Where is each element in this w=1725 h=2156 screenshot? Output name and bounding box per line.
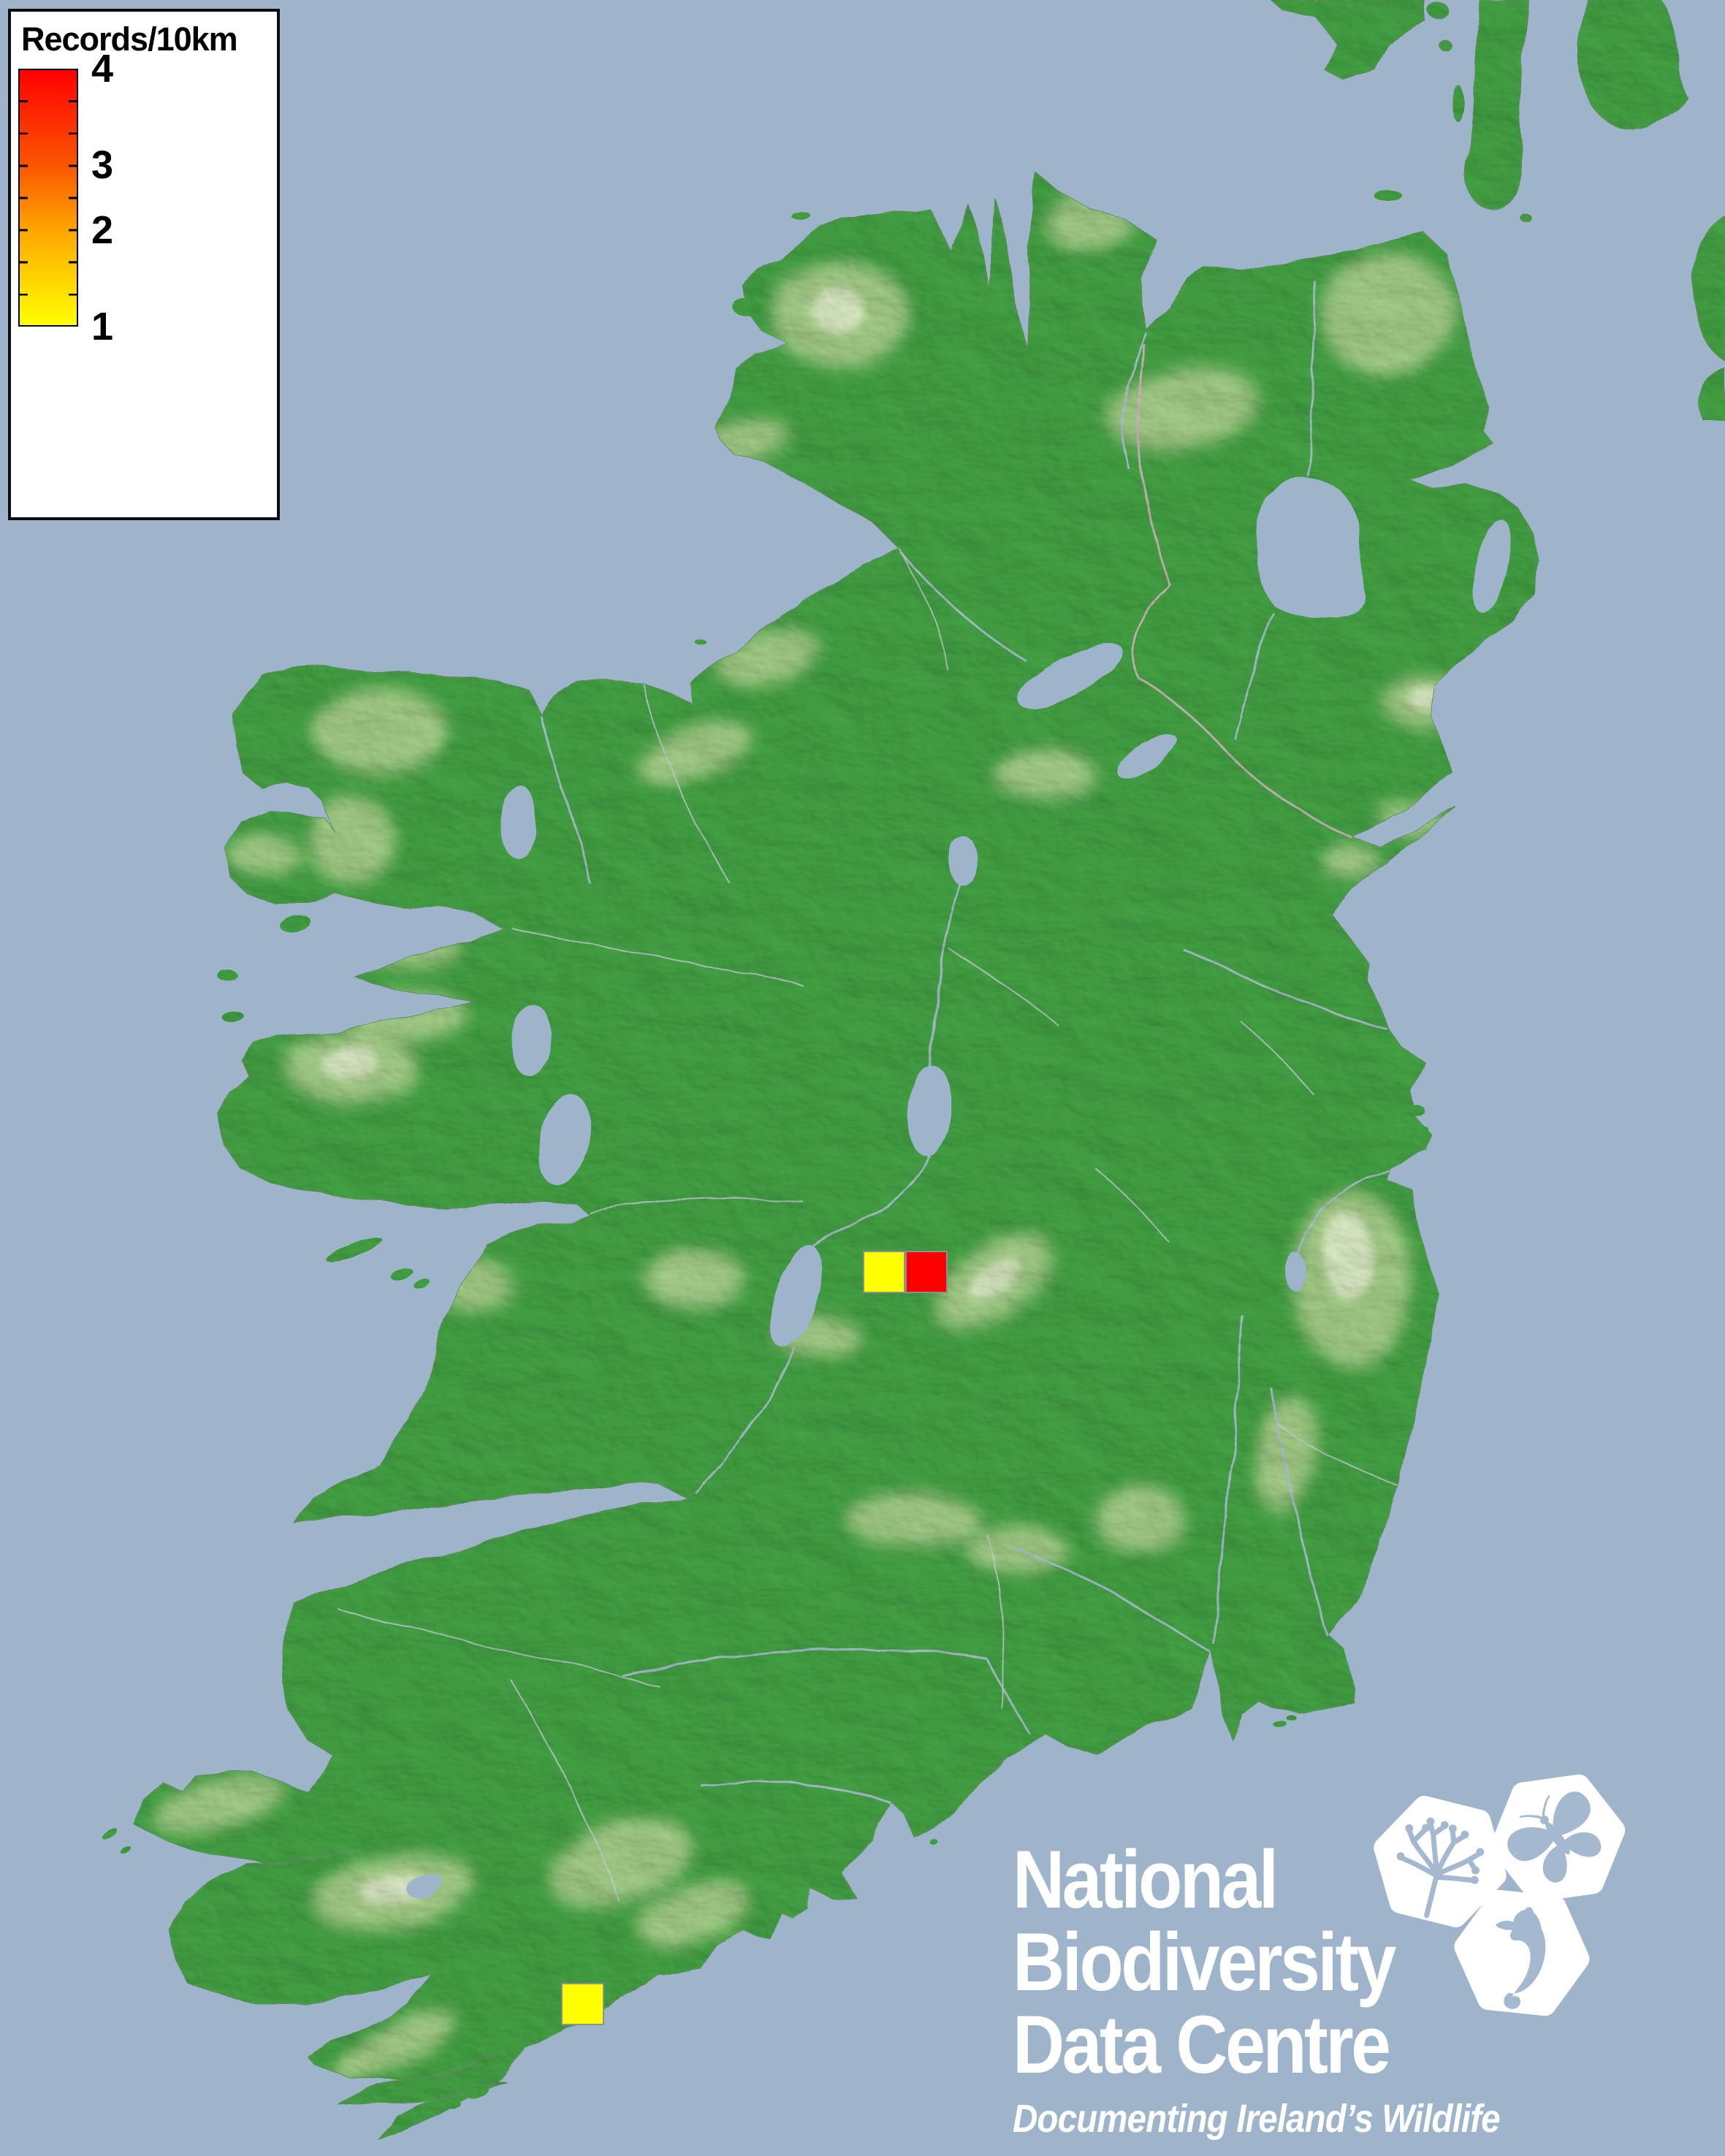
logo-line-data-centre: Data Centre xyxy=(1013,1999,1391,2090)
seahorse-hexagon xyxy=(1454,1889,1590,2016)
tree-icon xyxy=(1399,1820,1482,1919)
legend-label-3: 3 xyxy=(91,143,114,188)
legend-tick-marks-left xyxy=(20,70,28,325)
scotland-fragments xyxy=(1270,0,1725,421)
nbdc-logo-text: National Biodiversity Data Centre Docume… xyxy=(1013,1834,1501,2141)
seahorse-icon xyxy=(1495,1907,1546,2009)
tree-icon-buds xyxy=(1396,1817,1485,1884)
logo-line-biodiversity: Biodiversity xyxy=(1013,1916,1396,2008)
midlands-west-square[interactable] xyxy=(863,1251,905,1293)
legend-label-1: 1 xyxy=(91,305,114,348)
legend-label-4: 4 xyxy=(91,47,114,91)
midlands-east-square[interactable] xyxy=(905,1251,948,1293)
tree-hexagon xyxy=(1374,1796,1507,1927)
legend-gradient-bar xyxy=(18,69,78,327)
offshore-islands xyxy=(102,191,1428,2110)
landmass-group xyxy=(102,0,1725,2140)
legend-title: Records/10km xyxy=(21,20,238,58)
legend-label-2: 2 xyxy=(91,207,114,252)
legend-box: Records/10km 4 3 2 1 xyxy=(8,9,280,520)
south-cork-coast-square[interactable] xyxy=(561,1983,604,2025)
logo-line-national: National xyxy=(1013,1834,1279,1925)
nbdc-logo-hexagons xyxy=(1374,1774,1626,2016)
county-boundaries xyxy=(335,547,1400,1904)
legend-tick-marks-right xyxy=(69,70,77,325)
butterfly-icon xyxy=(1507,1791,1602,1883)
logo-tagline: Documenting Ireland’s Wildlife xyxy=(1013,2097,1501,2141)
ni-border xyxy=(1132,343,1354,840)
butterfly-hexagon xyxy=(1490,1774,1626,1902)
relief-highlights xyxy=(153,194,1467,2082)
lakes xyxy=(405,477,1511,1897)
